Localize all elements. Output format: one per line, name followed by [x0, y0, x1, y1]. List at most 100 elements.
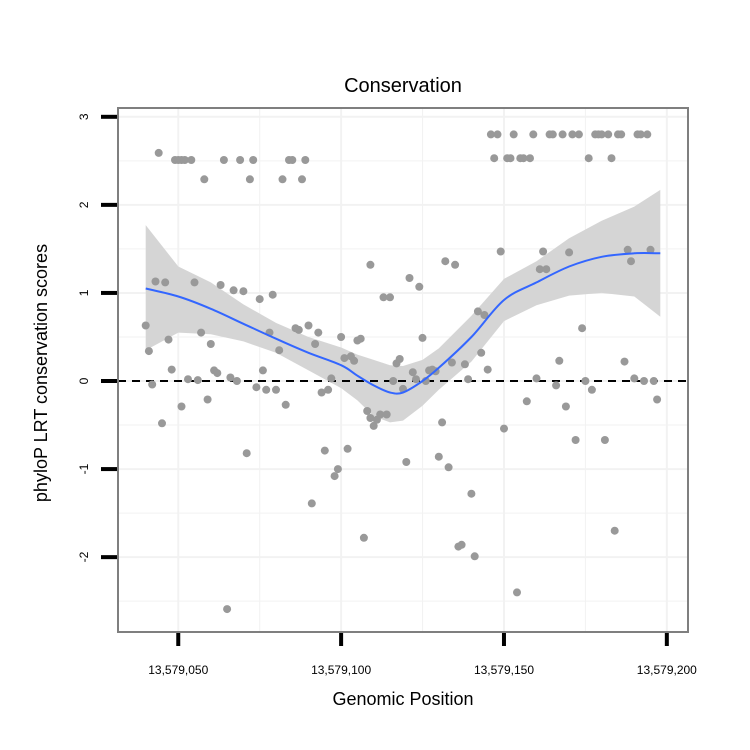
- y-axis: -2 -1 0 1 2 3: [77, 113, 117, 562]
- data-point: [161, 278, 170, 287]
- data-point: [369, 421, 378, 430]
- data-point: [206, 340, 215, 348]
- data-point: [275, 346, 284, 355]
- data-point: [317, 388, 326, 397]
- data-point: [444, 463, 453, 472]
- data-point: [490, 154, 499, 163]
- data-point: [535, 265, 544, 274]
- data-point: [607, 154, 616, 163]
- data-point: [337, 333, 346, 341]
- data-point: [526, 154, 534, 163]
- smooth-curve: [145, 252, 661, 395]
- x-tick-label: 13,579,150: [474, 663, 534, 677]
- data-point: [467, 489, 476, 498]
- data-point: [320, 446, 329, 455]
- data-point: [561, 402, 570, 411]
- data-point: [483, 365, 492, 374]
- data-point: [457, 540, 466, 549]
- data-point: [366, 414, 375, 422]
- data-point: [610, 526, 619, 535]
- data-point: [226, 373, 235, 382]
- data-point: [636, 130, 645, 139]
- data-point: [216, 281, 225, 289]
- data-point: [522, 397, 531, 406]
- data-point: [242, 449, 251, 458]
- data-point: [643, 130, 652, 139]
- data-point: [324, 385, 333, 394]
- data-point: [382, 410, 391, 419]
- data-point: [646, 245, 655, 254]
- data-point: [184, 375, 192, 384]
- data-point: [434, 452, 443, 461]
- data-point: [584, 154, 593, 163]
- data-point: [239, 287, 248, 296]
- y-tick-label: -1: [77, 463, 91, 474]
- data-point: [571, 436, 580, 444]
- x-tick-label: 13,579,050: [148, 663, 208, 677]
- data-point: [311, 340, 320, 348]
- data-point: [640, 377, 648, 385]
- data-point: [529, 130, 538, 139]
- data-point: [177, 402, 186, 411]
- data-point: [252, 383, 261, 392]
- data-point: [441, 257, 450, 266]
- confidence-band-area: [145, 189, 661, 423]
- data-point: [190, 278, 199, 287]
- data-point: [164, 335, 173, 344]
- data-point: [245, 175, 254, 184]
- data-point: [343, 444, 352, 453]
- data-point: [223, 605, 232, 614]
- data-point: [187, 156, 196, 164]
- data-point: [200, 175, 209, 184]
- data-point: [249, 156, 258, 164]
- data-point: [307, 499, 316, 508]
- data-point: [513, 588, 521, 597]
- y-axis-label: phyloP LRT conservation scores: [31, 244, 51, 502]
- data-point: [298, 175, 306, 184]
- data-point: [148, 380, 157, 389]
- data-point: [574, 130, 583, 139]
- data-point: [600, 436, 609, 444]
- data-point: [330, 472, 339, 481]
- data-point: [359, 533, 368, 542]
- data-point: [151, 277, 160, 286]
- data-point: [558, 130, 567, 139]
- y-tick-label: -2: [77, 551, 91, 562]
- data-point: [486, 130, 495, 139]
- data-point: [236, 156, 245, 164]
- y-tick-label: 0: [77, 377, 91, 384]
- data-point: [268, 290, 277, 299]
- data-point: [500, 424, 508, 433]
- data-point: [376, 410, 385, 419]
- y-tick-label: 1: [77, 289, 91, 296]
- data-point: [333, 465, 342, 474]
- x-axis-label: Genomic Position: [332, 689, 473, 709]
- data-point: [408, 368, 417, 377]
- data-points: [141, 130, 662, 614]
- data-point: [415, 282, 424, 291]
- data-point: [327, 374, 336, 383]
- data-point: [180, 156, 189, 164]
- data-point: [340, 354, 349, 363]
- data-point: [451, 260, 460, 269]
- data-point: [213, 369, 222, 378]
- data-point: [197, 328, 206, 337]
- data-point: [555, 356, 564, 365]
- data-point: [281, 400, 290, 409]
- data-point: [620, 357, 629, 366]
- data-point: [255, 295, 264, 304]
- data-point: [565, 248, 574, 257]
- data-point: [470, 552, 479, 561]
- data-point: [158, 419, 166, 428]
- data-point: [402, 458, 411, 466]
- data-point: [356, 334, 365, 343]
- data-point: [473, 307, 482, 316]
- data-point: [278, 175, 287, 184]
- data-point: [604, 130, 613, 139]
- data-point: [578, 324, 587, 333]
- data-point: [630, 374, 639, 383]
- data-point: [288, 156, 297, 164]
- data-point: [363, 407, 372, 415]
- data-point: [258, 366, 267, 375]
